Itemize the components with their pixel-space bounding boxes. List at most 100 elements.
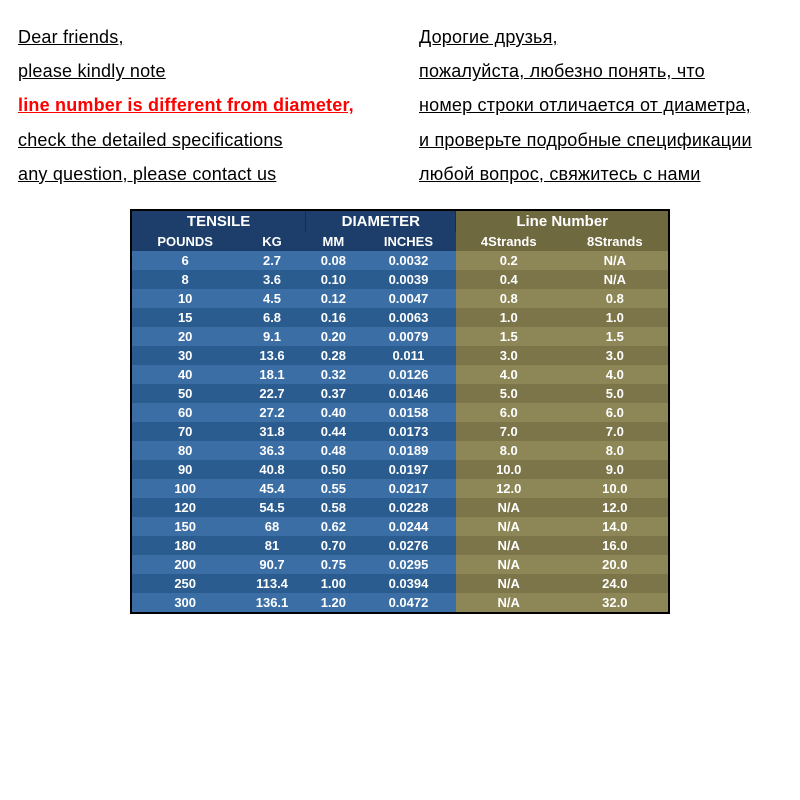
header-col: 4Strands: [456, 232, 562, 251]
table-cell: N/A: [562, 270, 669, 289]
header-col: 8Strands: [562, 232, 669, 251]
table-cell: 0.0197: [361, 460, 456, 479]
table-cell: 54.5: [238, 498, 305, 517]
table-cell: 0.28: [306, 346, 361, 365]
header-group: TENSILE: [131, 210, 306, 232]
table-cell: 18.1: [238, 365, 305, 384]
table-row: 180810.700.0276N/A16.0: [131, 536, 669, 555]
table-cell: 1.20: [306, 593, 361, 613]
spec-table: TENSILEDIAMETERLine Number POUNDSKGMMINC…: [130, 209, 670, 614]
table-cell: 0.2: [456, 251, 562, 270]
table-cell: 40.8: [238, 460, 305, 479]
table-cell: 14.0: [562, 517, 669, 536]
table-cell: 0.0047: [361, 289, 456, 308]
table-cell: 0.0276: [361, 536, 456, 555]
table-cell: 16.0: [562, 536, 669, 555]
table-cell: 4.0: [562, 365, 669, 384]
notes-russian: Дорогие друзья,пожалуйста, любезно понят…: [419, 20, 782, 191]
table-cell: 0.70: [306, 536, 361, 555]
table-row: 4018.10.320.01264.04.0: [131, 365, 669, 384]
table-cell: 0.0126: [361, 365, 456, 384]
table-body: 62.70.080.00320.2N/A83.60.100.00390.4N/A…: [131, 251, 669, 613]
note-ru-line: Дорогие друзья,: [419, 20, 782, 54]
table-cell: 300: [131, 593, 238, 613]
header-col: MM: [306, 232, 361, 251]
table-cell: 36.3: [238, 441, 305, 460]
table-cell: 3.0: [456, 346, 562, 365]
table-cell: 0.0079: [361, 327, 456, 346]
table-cell: 90: [131, 460, 238, 479]
table-cell: 0.48: [306, 441, 361, 460]
table-cell: 4.0: [456, 365, 562, 384]
table-row: 300136.11.200.0472N/A32.0: [131, 593, 669, 613]
table-header-columns: POUNDSKGMMINCHES4Strands8Strands: [131, 232, 669, 251]
table-cell: 8.0: [562, 441, 669, 460]
table-cell: 7.0: [562, 422, 669, 441]
table-cell: 200: [131, 555, 238, 574]
table-cell: 81: [238, 536, 305, 555]
note-ru-line: номер строки отличается от диаметра,: [419, 88, 782, 122]
table-cell: 0.0146: [361, 384, 456, 403]
table-row: 3013.60.280.0113.03.0: [131, 346, 669, 365]
note-en-line: Dear friends,: [18, 20, 381, 54]
table-cell: 0.8: [456, 289, 562, 308]
table-row: 9040.80.500.019710.09.0: [131, 460, 669, 479]
table-row: 8036.30.480.01898.08.0: [131, 441, 669, 460]
notes-block: Dear friends,please kindly noteline numb…: [18, 20, 782, 191]
note-en-line: any question, please contact us: [18, 157, 381, 191]
table-row: 10045.40.550.021712.010.0: [131, 479, 669, 498]
table-cell: 9.1: [238, 327, 305, 346]
table-cell: 120: [131, 498, 238, 517]
header-col: KG: [238, 232, 305, 251]
table-cell: 0.08: [306, 251, 361, 270]
table-cell: 100: [131, 479, 238, 498]
table-cell: 0.75: [306, 555, 361, 574]
table-cell: 6: [131, 251, 238, 270]
spec-table-wrap: TENSILEDIAMETERLine Number POUNDSKGMMINC…: [18, 209, 782, 614]
table-cell: 0.0217: [361, 479, 456, 498]
table-cell: 0.0244: [361, 517, 456, 536]
table-cell: N/A: [456, 517, 562, 536]
table-cell: 0.0173: [361, 422, 456, 441]
table-cell: 20: [131, 327, 238, 346]
table-cell: 12.0: [456, 479, 562, 498]
table-cell: 0.0032: [361, 251, 456, 270]
table-cell: 22.7: [238, 384, 305, 403]
note-en-line: check the detailed specifications: [18, 123, 381, 157]
table-cell: 32.0: [562, 593, 669, 613]
table-cell: N/A: [456, 536, 562, 555]
table-cell: 50: [131, 384, 238, 403]
table-cell: 3.0: [562, 346, 669, 365]
note-en-line: line number is different from diameter,: [18, 88, 381, 122]
table-cell: 0.10: [306, 270, 361, 289]
table-cell: 7.0: [456, 422, 562, 441]
table-cell: 0.55: [306, 479, 361, 498]
table-cell: 1.5: [562, 327, 669, 346]
table-row: 7031.80.440.01737.07.0: [131, 422, 669, 441]
table-cell: 5.0: [562, 384, 669, 403]
table-cell: 0.40: [306, 403, 361, 422]
table-row: 209.10.200.00791.51.5: [131, 327, 669, 346]
table-cell: 6.0: [562, 403, 669, 422]
table-cell: 0.44: [306, 422, 361, 441]
table-cell: 15: [131, 308, 238, 327]
header-col: POUNDS: [131, 232, 238, 251]
table-cell: 20.0: [562, 555, 669, 574]
table-cell: N/A: [456, 498, 562, 517]
table-cell: 113.4: [238, 574, 305, 593]
table-cell: 0.011: [361, 346, 456, 365]
table-cell: N/A: [456, 574, 562, 593]
table-cell: 0.8: [562, 289, 669, 308]
table-cell: N/A: [562, 251, 669, 270]
table-row: 150680.620.0244N/A14.0: [131, 517, 669, 536]
table-cell: 6.0: [456, 403, 562, 422]
table-cell: 90.7: [238, 555, 305, 574]
table-cell: 5.0: [456, 384, 562, 403]
table-cell: 1.5: [456, 327, 562, 346]
table-cell: 0.12: [306, 289, 361, 308]
table-cell: 4.5: [238, 289, 305, 308]
table-cell: 0.0228: [361, 498, 456, 517]
table-cell: N/A: [456, 555, 562, 574]
table-cell: 60: [131, 403, 238, 422]
table-cell: 68: [238, 517, 305, 536]
